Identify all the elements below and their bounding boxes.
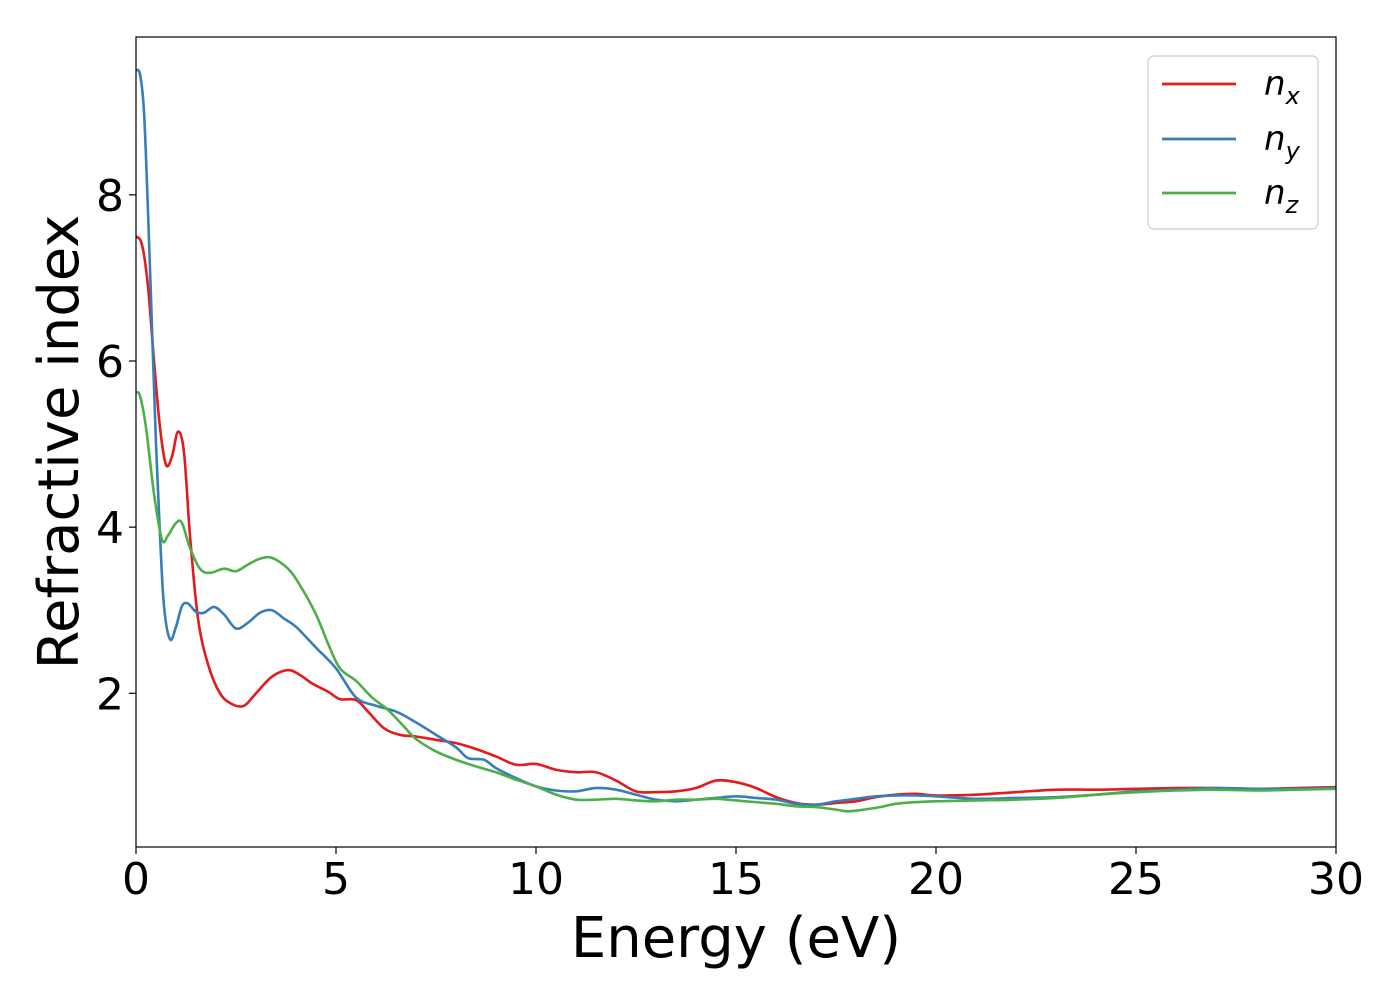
legend-label-main: n <box>1264 119 1286 159</box>
x-axis-label: Energy (eV) <box>571 906 901 971</box>
x-tick-label: 30 <box>1308 854 1364 905</box>
x-tick-label: 10 <box>508 854 564 905</box>
y-axis-label: Refractive index <box>27 215 92 670</box>
legend-label-y: ny <box>1264 119 1301 165</box>
x-tick-label: 0 <box>122 854 150 905</box>
legend-label-z: nz <box>1264 173 1300 219</box>
legend-label-x: nx <box>1264 64 1301 110</box>
x-tick-label: 20 <box>908 854 964 905</box>
legend-label-subscript: x <box>1285 82 1301 110</box>
x-tick-label: 25 <box>1108 854 1164 905</box>
series-line-y <box>136 68 1336 807</box>
x-tick-label: 5 <box>322 854 350 905</box>
legend-label-main: n <box>1264 173 1286 213</box>
series-line-z <box>136 390 1336 813</box>
x-tick-label: 15 <box>708 854 764 905</box>
y-tick-label: 6 <box>96 337 124 388</box>
y-tick-label: 4 <box>96 503 124 554</box>
legend-label-subscript: z <box>1285 191 1300 219</box>
series-layer <box>136 68 1336 813</box>
legend-label-main: n <box>1264 64 1286 104</box>
legend-label-subscript: y <box>1285 137 1301 165</box>
ticks-layer: 0 5 10 15 20 25 30 2 4 6 8 <box>96 171 1364 905</box>
y-tick-label: 2 <box>96 669 124 720</box>
legend-box <box>1147 55 1319 230</box>
y-tick-label: 8 <box>96 171 124 222</box>
